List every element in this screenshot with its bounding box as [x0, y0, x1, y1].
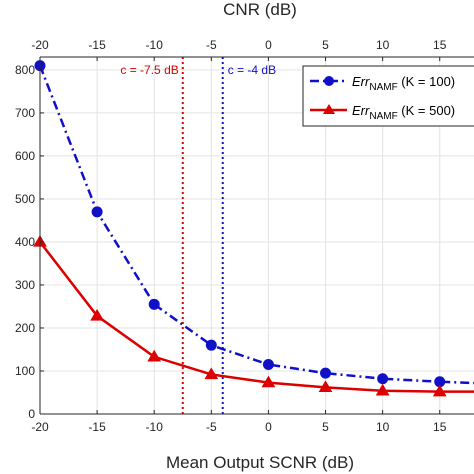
x2-tick-label: -15: [88, 38, 106, 52]
x-tick-label: 10: [376, 420, 390, 434]
y-tick-label: 500: [15, 192, 35, 206]
x2-tick-label: 5: [322, 38, 329, 52]
y-tick-label: 800: [15, 63, 35, 77]
legend-label: ErrNAMF (K = 500): [352, 103, 455, 122]
x-tick-label: 0: [265, 420, 272, 434]
x-tick-label: -15: [88, 420, 106, 434]
reference-line-label: c = -7.5 dB: [120, 63, 178, 77]
y-tick-label: 100: [15, 364, 35, 378]
x2-tick-label: 15: [433, 38, 447, 52]
data-point: [147, 349, 162, 362]
data-point: [432, 384, 447, 397]
reference-line-label: c = -4 dB: [228, 63, 276, 77]
legend-marker: [323, 104, 335, 114]
legend: ErrNAMF (K = 100)ErrNAMF (K = 500): [302, 65, 474, 127]
legend-box: [302, 65, 474, 127]
tick-labels: -20 -20 -15 -15 -10 -10 -5 -5 0 0 5 5 10 10 15 15 0 100 20…: [15, 38, 447, 434]
y-tick-label: 700: [15, 106, 35, 120]
y-tick-label: 600: [15, 149, 35, 163]
top-axis-title: CNR (dB): [223, 0, 297, 19]
x2-tick-label: -5: [206, 38, 217, 52]
x2-tick-label: 0: [265, 38, 272, 52]
legend-label-main: Err: [352, 74, 370, 89]
legend-label-rest: (K = 100): [398, 74, 455, 89]
legend-label-subscript: NAMF: [369, 82, 397, 93]
data-point: [262, 359, 274, 371]
bottom-axis-title: Mean Output SCNR (dB): [166, 453, 354, 472]
legend-marker: [324, 76, 334, 86]
x-tick-label: -5: [206, 420, 217, 434]
data-point: [375, 383, 390, 396]
x-tick-label: 5: [322, 420, 329, 434]
data-point: [377, 373, 389, 385]
legend-label-subscript: NAMF: [369, 111, 397, 122]
series-line: [38, 65, 474, 385]
data-point: [90, 308, 104, 321]
legend-label-main: Err: [352, 103, 370, 118]
x-tick-label: 15: [433, 420, 447, 434]
x2-tick-label: 10: [376, 38, 390, 52]
vertical-reference-lines: c = -7.5 dB c = -4 dB: [120, 57, 276, 414]
y-tick-label: 200: [15, 321, 35, 335]
x-tick-label: -10: [146, 420, 164, 434]
x2-tick-label: -10: [146, 38, 164, 52]
legend-label: ErrNAMF (K = 100): [352, 74, 455, 93]
data-point: [148, 298, 160, 310]
axes: [39, 56, 474, 415]
legend-label-rest: (K = 500): [398, 103, 455, 118]
series-group: [33, 60, 474, 397]
x2-tick-label: -20: [31, 38, 49, 52]
data-point: [91, 206, 103, 218]
y-tick-label: 300: [15, 278, 35, 292]
data-point: [204, 367, 219, 380]
data-point: [205, 339, 217, 351]
data-point: [261, 375, 276, 388]
data-point: [318, 380, 333, 393]
x-tick-label: -20: [31, 420, 49, 434]
data-point: [320, 367, 332, 379]
y-tick-label: 400: [15, 235, 35, 249]
y-tick-label: 0: [28, 407, 35, 421]
